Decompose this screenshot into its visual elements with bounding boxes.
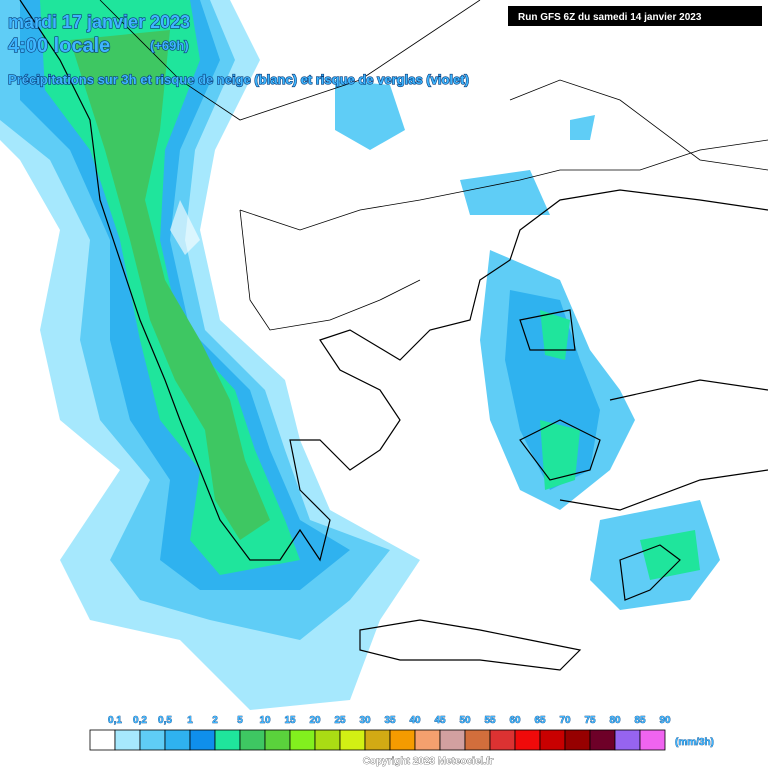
legend-swatch (364, 729, 391, 751)
legend-swatch (589, 729, 616, 751)
legend-swatch (439, 729, 466, 751)
legend-swatch (389, 729, 416, 751)
legend-swatch (239, 729, 266, 751)
legend-label: 1 (187, 715, 193, 726)
legend-label: 25 (334, 715, 346, 726)
legend-swatch (114, 729, 141, 751)
copyright: Copyright 2023 Meteociel.fr (363, 756, 494, 767)
legend-swatch (614, 729, 641, 751)
legend-label: 70 (559, 715, 571, 726)
legend-label: 0,1 (108, 715, 122, 726)
legend-swatch (189, 729, 216, 751)
legend-swatch (514, 729, 541, 751)
legend-swatch (214, 729, 241, 751)
legend-swatch (539, 729, 566, 751)
legend-label: 85 (634, 715, 646, 726)
legend-swatch (89, 729, 116, 751)
legend-label: 0,2 (133, 715, 147, 726)
legend-swatch (489, 729, 516, 751)
run-box (508, 6, 762, 26)
legend-label: 35 (384, 715, 396, 726)
map-subtitle: Précipitations sur 3h et risque de neige… (8, 72, 469, 87)
legend-swatch (264, 729, 291, 751)
legend-swatch (314, 729, 341, 751)
legend: 0,1 0,2 0,5 1 2 5 10 15 20 25 30 35 40 45 50 55 60 65 70 75… (89, 715, 671, 751)
legend-swatch (464, 729, 491, 751)
legend-label: 65 (534, 715, 546, 726)
legend-swatch (639, 729, 666, 751)
legend-swatch (339, 729, 366, 751)
legend-label: 60 (509, 715, 521, 726)
legend-unit: (mm/3h) (675, 737, 714, 748)
legend-label: 15 (284, 715, 296, 726)
legend-label: 80 (609, 715, 621, 726)
legend-label: 20 (309, 715, 321, 726)
legend-swatch (414, 729, 441, 751)
coastlines (19, 0, 768, 671)
legend-swatch (139, 729, 166, 751)
legend-label: 10 (259, 715, 271, 726)
legend-label: 90 (659, 715, 671, 726)
legend-label: 0,5 (158, 715, 172, 726)
run-label: Run GFS 6Z du samedi 14 janvier 2023 (518, 12, 702, 23)
legend-label: 40 (409, 715, 421, 726)
forecast-offset: (+69h) (150, 38, 189, 53)
legend-label: 2 (212, 715, 218, 726)
legend-swatch (289, 729, 316, 751)
legend-label: 5 (237, 715, 243, 726)
legend-label: 30 (359, 715, 371, 726)
date-title: mardi 17 janvier 2023 (8, 12, 190, 32)
legend-label: 50 (459, 715, 471, 726)
legend-swatch (164, 729, 191, 751)
local-time: 4:00 locale (8, 35, 110, 57)
legend-label: 45 (434, 715, 446, 726)
legend-swatch (564, 729, 591, 751)
legend-label: 55 (484, 715, 496, 726)
legend-label: 75 (584, 715, 596, 726)
